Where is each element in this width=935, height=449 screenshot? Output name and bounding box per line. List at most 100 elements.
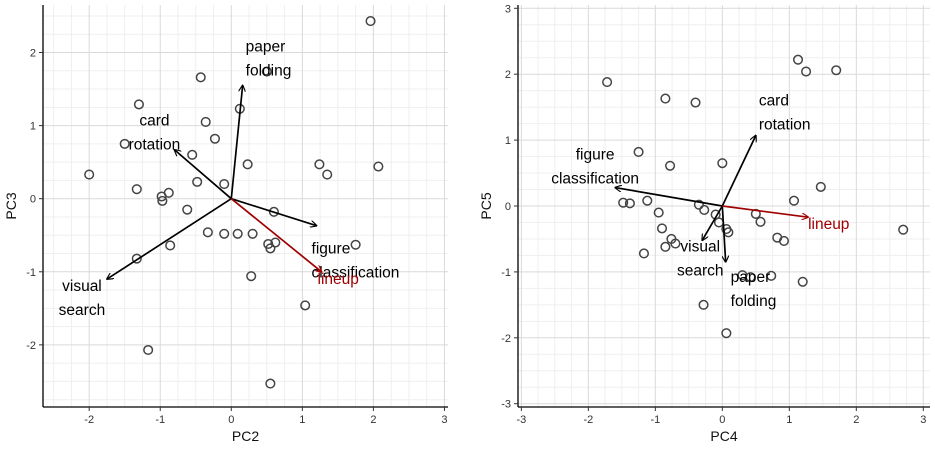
biplot-panel-pc4-pc5: -3 -2 -1 0 1 2 3 -3 -2 -1 0 1 2 3 PC4 PC5 card rotation fi… bbox=[478, 3, 930, 444]
x-tick-label: -2 bbox=[583, 414, 593, 426]
data-point bbox=[766, 270, 777, 281]
data-point bbox=[653, 207, 664, 218]
loading-label-figure-classification: figure classification bbox=[551, 147, 639, 188]
data-point bbox=[202, 227, 213, 238]
x-tick-label: 0 bbox=[228, 414, 234, 426]
data-point bbox=[670, 238, 681, 249]
data-point bbox=[831, 65, 842, 76]
data-point bbox=[219, 228, 230, 239]
data-point bbox=[788, 195, 800, 206]
loading-label-visual-search: visual search bbox=[677, 238, 724, 279]
biplot-panel-pc2-pc3: -2 -1 0 1 2 3 -2 -1 0 1 2 PC2 PC3 paper folding card rot… bbox=[3, 5, 448, 444]
data-point bbox=[660, 241, 671, 252]
y-tick-label: 0 bbox=[505, 201, 511, 213]
y-tick-label: 2 bbox=[30, 48, 36, 60]
data-point bbox=[690, 97, 701, 108]
loading-arrow-visual-search bbox=[702, 205, 724, 240]
x-tick-label: 2 bbox=[853, 414, 859, 426]
data-point bbox=[247, 228, 258, 239]
y-tick-label: 2 bbox=[505, 69, 511, 81]
data-point bbox=[219, 179, 230, 190]
loading-arrow-lineup bbox=[230, 198, 321, 272]
y-tick-label: -1 bbox=[26, 267, 36, 279]
data-point bbox=[119, 138, 130, 149]
data-point bbox=[192, 176, 203, 187]
data-point bbox=[721, 328, 732, 339]
loading-label-visual-search: visual search bbox=[59, 278, 106, 319]
y-tick-label: 3 bbox=[505, 3, 511, 15]
loading-arrow-figure-classification bbox=[231, 197, 316, 226]
data-point bbox=[642, 195, 653, 206]
loading-label-paper-folding: paper folding bbox=[731, 269, 777, 310]
data-point bbox=[350, 239, 361, 250]
y-axis-label: PC3 bbox=[3, 192, 19, 219]
data-point bbox=[165, 240, 176, 251]
data-point bbox=[268, 206, 279, 217]
loading-label-card-rotation: card rotation bbox=[759, 92, 811, 133]
y-tick-label: 1 bbox=[30, 121, 36, 133]
x-tick-label: -2 bbox=[84, 414, 94, 426]
data-point bbox=[300, 300, 311, 311]
loading-arrow-visual-search bbox=[107, 197, 232, 279]
data-point bbox=[187, 149, 198, 160]
data-point bbox=[131, 184, 142, 195]
data-point bbox=[322, 169, 333, 180]
x-tick-label: -1 bbox=[650, 414, 660, 426]
data-point bbox=[638, 248, 649, 259]
data-point bbox=[717, 158, 728, 169]
y-tick-label: -2 bbox=[26, 340, 36, 352]
data-point bbox=[778, 235, 790, 246]
y-tick-label: -1 bbox=[501, 267, 511, 279]
points bbox=[602, 54, 909, 339]
data-point bbox=[797, 276, 808, 287]
data-point bbox=[143, 344, 154, 356]
loading-label-lineup: lineup bbox=[808, 216, 849, 233]
data-point bbox=[261, 66, 272, 77]
data-point bbox=[365, 16, 376, 27]
loading-arrow-card-rotation bbox=[721, 135, 755, 207]
y-tick-label: -2 bbox=[501, 333, 511, 345]
data-point bbox=[270, 237, 281, 248]
y-tick-label: 0 bbox=[30, 194, 36, 206]
data-point bbox=[633, 146, 644, 158]
data-point bbox=[156, 191, 167, 202]
data-point bbox=[801, 66, 812, 77]
data-point bbox=[624, 198, 635, 209]
data-point bbox=[373, 161, 384, 172]
loading-label-lineup: lineup bbox=[318, 271, 359, 288]
data-point bbox=[200, 116, 211, 127]
data-point bbox=[246, 271, 257, 282]
x-tick-label: 1 bbox=[299, 414, 305, 426]
grid bbox=[518, 5, 930, 407]
data-point bbox=[792, 54, 804, 65]
data-point bbox=[265, 243, 276, 254]
x-tick-label: 0 bbox=[719, 414, 725, 426]
x-axis-label: PC4 bbox=[710, 428, 737, 444]
data-point bbox=[182, 204, 193, 215]
data-point bbox=[133, 99, 144, 110]
data-point bbox=[815, 181, 826, 192]
x-tick-label: 2 bbox=[370, 414, 376, 426]
data-point bbox=[265, 378, 276, 389]
loading-arrow-paper-folding bbox=[721, 205, 725, 262]
loading-label-paper-folding: paper folding bbox=[246, 38, 292, 79]
x-tick-label: 3 bbox=[441, 414, 447, 426]
data-point bbox=[209, 133, 220, 144]
data-point bbox=[698, 299, 709, 310]
data-point bbox=[656, 223, 668, 234]
data-point bbox=[665, 160, 676, 171]
data-point bbox=[131, 253, 142, 264]
loading-arrow-card-rotation bbox=[174, 150, 232, 200]
data-point bbox=[737, 270, 748, 281]
y-tick-label: -3 bbox=[501, 399, 511, 411]
y-tick-label: 1 bbox=[505, 135, 511, 147]
x-tick-label: -3 bbox=[516, 414, 526, 426]
loading-arrow-lineup bbox=[722, 205, 808, 217]
data-point bbox=[693, 199, 704, 210]
loading-label-figure-classification: figure classification bbox=[312, 241, 400, 282]
data-point bbox=[157, 195, 168, 206]
data-point bbox=[755, 216, 766, 227]
x-tick-label: -1 bbox=[155, 414, 165, 426]
loading-label-card-rotation: card rotation bbox=[129, 113, 181, 154]
